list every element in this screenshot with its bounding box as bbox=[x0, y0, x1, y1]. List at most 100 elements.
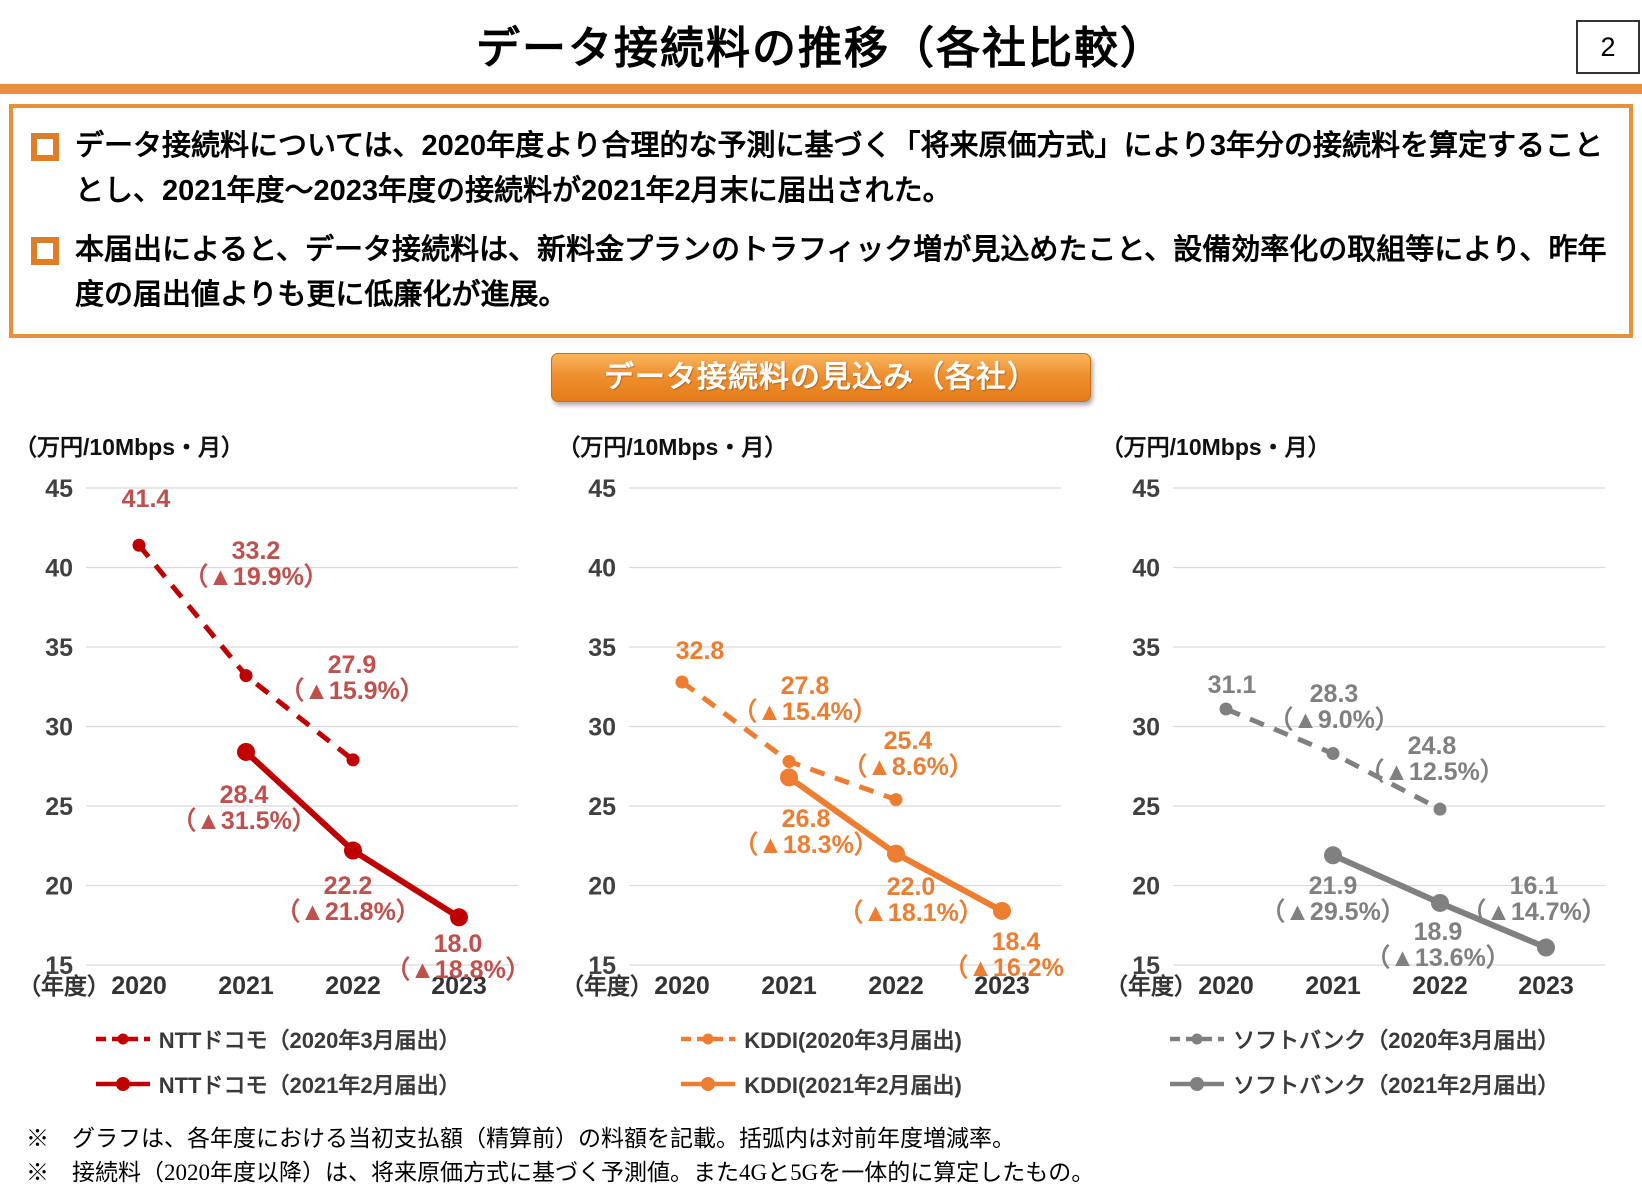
data-point-marker bbox=[675, 675, 689, 689]
summary-box: データ接続料については、2020年度より合理的な予測に基づく「将来原価方式」によ… bbox=[9, 104, 1633, 338]
summary-bullet-text: データ接続料については、2020年度より合理的な予測に基づく「将来原価方式」によ… bbox=[75, 130, 1604, 207]
point-label: 22.0 （▲18.1%） bbox=[839, 873, 985, 927]
legend-marker-icon bbox=[1170, 1033, 1225, 1045]
chart-unit-label: （万円/10Mbps・月） bbox=[557, 433, 788, 460]
legend-marker-icon bbox=[681, 1033, 736, 1045]
point-label: 22.2 （▲21.8%） bbox=[275, 872, 421, 926]
y-tick-label: 30 bbox=[45, 713, 73, 741]
x-tick-label: 2020 bbox=[655, 972, 711, 1000]
summary-bullet: 本届出によると、データ接続料は、新料金プランのトラフィック増が見込めたこと、設備… bbox=[31, 228, 1607, 318]
point-label: 18.9 （▲13.6%） bbox=[1365, 918, 1511, 972]
charts-row: （万円/10Mbps・月） 45 40 35 30 25 20 15 （年度） 2020 2021… bbox=[0, 428, 1642, 1100]
data-point-marker bbox=[782, 754, 796, 768]
x-tick-label: 2020 bbox=[1198, 972, 1254, 1000]
chart-unit-label: （万円/10Mbps・月） bbox=[1100, 433, 1331, 460]
point-label: 27.8 （▲15.4%） bbox=[733, 672, 879, 726]
data-point-marker bbox=[889, 792, 903, 806]
banner-wrap: データ接続料の見込み（各社） bbox=[0, 352, 1642, 402]
gridlines bbox=[1172, 487, 1605, 966]
y-tick-label: 45 bbox=[589, 475, 617, 503]
chart-nttdocomo: 45 40 35 30 25 20 15 （年度） 2020 2021 2022 2023 41.4 33… bbox=[6, 464, 549, 1009]
series-dashed-line bbox=[1219, 702, 1447, 816]
data-point-marker bbox=[1536, 938, 1555, 957]
chart-column-kddi: （万円/10Mbps・月） 45 40 35 30 25 20 15 （年度） 2020 2021… bbox=[549, 428, 1092, 1100]
legend-marker-icon bbox=[1170, 1076, 1225, 1091]
data-point-marker bbox=[1323, 846, 1342, 865]
footnote-item: ※ 接続料（2020年度以降）は、将来原価方式に基づく予測値。また4Gと5Gを一… bbox=[26, 1160, 1095, 1186]
data-point-marker bbox=[237, 742, 255, 761]
legend-label: NTTドコモ（2021年2月届出） bbox=[158, 1072, 461, 1098]
chart-unit-label: （万円/10Mbps・月） bbox=[14, 433, 245, 460]
point-label: 32.8 bbox=[676, 637, 725, 665]
point-label: 33.2 （▲19.9%） bbox=[183, 537, 329, 591]
page-number-box: 2 bbox=[1576, 20, 1640, 74]
y-tick-label: 15 bbox=[589, 952, 617, 980]
x-axis-unit-prefix: （年度） bbox=[1105, 973, 1197, 999]
data-point-marker bbox=[1326, 746, 1340, 760]
data-point-marker bbox=[346, 753, 360, 767]
chart-column-nttdocomo: （万円/10Mbps・月） 45 40 35 30 25 20 15 （年度） 2020 2021… bbox=[6, 428, 549, 1100]
point-label: 24.8 （▲12.5%） bbox=[1359, 732, 1505, 786]
chart-kddi: 45 40 35 30 25 20 15 （年度） 2020 2021 2022 2023 32.8 27… bbox=[549, 464, 1092, 1009]
legend-item: ソフトバンク（2021年2月届出） bbox=[1169, 1068, 1559, 1100]
point-label: 25.4 （▲8.6%） bbox=[842, 727, 974, 781]
legend-item: NTTドコモ（2020年3月届出） bbox=[95, 1023, 461, 1055]
gridlines bbox=[629, 487, 1062, 966]
summary-bullet: データ接続料については、2020年度より合理的な予測に基づく「将来原価方式」によ… bbox=[31, 124, 1607, 214]
y-tick-label: 35 bbox=[589, 634, 617, 662]
x-tick-label: 2022 bbox=[1412, 972, 1468, 1000]
gridlines bbox=[86, 487, 518, 966]
y-tick-label: 40 bbox=[1132, 554, 1160, 582]
chart-legend: ソフトバンク（2020年3月届出） ソフトバンク（2021年2月届出） bbox=[1093, 1023, 1636, 1100]
point-label: 28.4 （▲31.5%） bbox=[171, 781, 317, 835]
x-tick-label: 2022 bbox=[869, 972, 925, 1000]
legend-label: ソフトバンク（2021年2月届出） bbox=[1233, 1072, 1560, 1098]
x-tick-label: 2023 bbox=[431, 972, 487, 1000]
x-axis-unit-prefix: （年度） bbox=[18, 973, 110, 999]
legend-item: NTTドコモ（2021年2月届出） bbox=[95, 1068, 461, 1100]
y-tick-label: 45 bbox=[1132, 475, 1160, 503]
footnote-item: ※ グラフは、各年度における当初支払額（精算前）の料額を記載。括弧内は対前年度増… bbox=[26, 1125, 1015, 1151]
point-label: 21.9 （▲29.5%） bbox=[1260, 872, 1406, 926]
x-tick-label: 2023 bbox=[1518, 972, 1574, 1000]
y-tick-label: 15 bbox=[45, 952, 73, 980]
data-point-marker bbox=[132, 538, 146, 552]
data-point-marker bbox=[450, 908, 468, 927]
data-point-marker bbox=[344, 841, 362, 860]
y-tick-label: 25 bbox=[45, 793, 73, 821]
point-label: 16.1 （▲14.7%） bbox=[1461, 872, 1607, 926]
legend-marker-icon bbox=[95, 1033, 150, 1045]
x-axis-labels: （年度） 2020 2021 2022 2023 bbox=[1105, 972, 1574, 1000]
series-dashed-line bbox=[132, 538, 360, 767]
chart-legend: KDDI(2020年3月届出) KDDI(2021年2月届出) bbox=[549, 1023, 1092, 1100]
series-solid-line bbox=[1323, 846, 1555, 957]
line-chart-svg: 45 40 35 30 25 20 15（年度） 2020 2021 2022 2023 41.4 33… bbox=[18, 475, 521, 1000]
point-labels: 31.1 28.3 （▲9.0%）24.8 （▲12.5%）21.9 （▲29.5%）1… bbox=[1207, 671, 1606, 972]
data-point-marker bbox=[1430, 893, 1449, 912]
point-label: 18.0 （▲18.8%） bbox=[385, 930, 521, 984]
point-label: 41.4 bbox=[122, 485, 171, 513]
data-point-marker bbox=[239, 668, 253, 682]
y-tick-label: 20 bbox=[1132, 872, 1160, 900]
point-label: 27.9 （▲15.9%） bbox=[279, 651, 425, 705]
x-tick-label: 2021 bbox=[1305, 972, 1361, 1000]
y-tick-label: 40 bbox=[45, 554, 73, 582]
y-tick-label: 15 bbox=[1132, 952, 1160, 980]
legend-item: KDDI(2020年3月届出) bbox=[680, 1023, 962, 1055]
point-labels: 41.4 33.2 （▲19.9%） 27.9 （▲15.9%） 28.4 （▲31.5%）… bbox=[122, 485, 521, 984]
x-tick-label: 2021 bbox=[218, 972, 274, 1000]
footnotes: ※ グラフは、各年度における当初支払額（精算前）の料額を記載。括弧内は対前年度増… bbox=[26, 1122, 1642, 1191]
y-tick-label: 30 bbox=[589, 713, 617, 741]
section-banner: データ接続料の見込み（各社） bbox=[551, 352, 1091, 402]
y-tick-label: 25 bbox=[1132, 793, 1160, 821]
data-point-marker bbox=[1433, 802, 1447, 816]
y-tick-label: 35 bbox=[1132, 634, 1160, 662]
line-chart-svg: 45 40 35 30 25 20 15（年度） 2020 2021 2022 2023 31.1 28… bbox=[1105, 475, 1607, 1000]
legend-label: NTTドコモ（2020年3月届出） bbox=[158, 1027, 461, 1053]
y-tick-label: 40 bbox=[589, 554, 617, 582]
y-tick-label: 45 bbox=[45, 475, 73, 503]
y-tick-label: 30 bbox=[1132, 713, 1160, 741]
data-point-marker bbox=[780, 768, 799, 787]
title-rule-divider bbox=[0, 84, 1642, 94]
